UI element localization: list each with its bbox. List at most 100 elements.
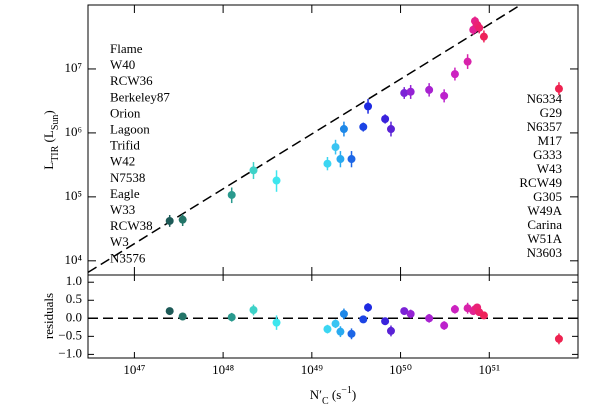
legend-entry: W51A xyxy=(527,231,562,246)
y-tick-label: 10⁶ xyxy=(64,124,82,139)
legend-entry: N3603 xyxy=(527,245,562,260)
point xyxy=(381,114,390,123)
y-label-part: Sun xyxy=(50,115,61,131)
point xyxy=(440,91,449,100)
legend-entry: W40 xyxy=(110,57,135,72)
point xyxy=(336,155,345,164)
residual-point xyxy=(227,313,236,322)
x-axis-label: N′C (s−1) xyxy=(310,385,357,407)
residual-tick-label: −1.0 xyxy=(58,345,82,360)
residual-point xyxy=(359,315,368,324)
legend-entry: G333 xyxy=(533,147,562,162)
legend-entry: Orion xyxy=(110,105,141,120)
x-label-part: −1 xyxy=(341,385,352,396)
x-tick-label: 10⁴⁹ xyxy=(301,362,324,377)
point xyxy=(463,57,472,66)
residual-point xyxy=(249,306,258,315)
point xyxy=(249,166,258,175)
x-label-part: N′ xyxy=(310,387,322,402)
residual-point xyxy=(440,321,449,330)
legend-entry: Eagle xyxy=(110,186,140,201)
legend-entry: N3576 xyxy=(110,250,146,265)
residual-point xyxy=(178,312,187,321)
residual-frame xyxy=(87,274,579,359)
point xyxy=(400,89,409,98)
point xyxy=(386,125,395,134)
point xyxy=(347,155,356,164)
residual-tick-label: 0.5 xyxy=(66,291,82,306)
legend-entry: M17 xyxy=(537,133,562,148)
y-tick-label: 10⁴ xyxy=(64,252,82,267)
x-tick-label: 10⁵⁰ xyxy=(389,362,412,377)
residual-point xyxy=(479,311,488,320)
legend-entry: Lagoon xyxy=(110,121,150,136)
residual-point xyxy=(165,307,174,316)
residual-point xyxy=(336,327,345,336)
residual-tick-label: −0.5 xyxy=(58,327,82,342)
y-label-part: TIR xyxy=(50,145,61,161)
point xyxy=(178,215,187,224)
legend-entry: W43 xyxy=(537,161,562,176)
top-frame xyxy=(87,4,579,276)
legend-entry: G29 xyxy=(540,105,562,120)
point xyxy=(359,122,368,131)
legend-entry: RCW38 xyxy=(110,218,153,233)
y-tick-label: 10⁷ xyxy=(64,60,82,75)
y-label-part: (L xyxy=(41,130,56,146)
point xyxy=(364,102,373,111)
legend-entry: W33 xyxy=(110,202,135,217)
y-tick-label: 10⁵ xyxy=(64,188,82,203)
legend-entry: N7538 xyxy=(110,170,145,185)
point xyxy=(339,125,348,134)
legend-entry: W42 xyxy=(110,154,135,169)
point xyxy=(450,70,459,79)
y-label-part: L xyxy=(41,162,56,170)
residual-point xyxy=(323,325,332,334)
point xyxy=(165,216,174,225)
residual-point xyxy=(425,314,434,323)
x-tick-label: 10⁵¹ xyxy=(479,362,501,377)
residual-tick-label: 0.0 xyxy=(66,309,82,324)
point xyxy=(425,85,434,94)
point xyxy=(331,143,340,152)
y-axis-label: LTIR (LSun) xyxy=(41,110,61,170)
legend-entry: Flame xyxy=(110,41,143,56)
fit-group xyxy=(88,5,522,273)
point xyxy=(406,87,415,96)
legend-entry: W49A xyxy=(527,203,562,218)
point xyxy=(475,23,484,32)
legend-entry: N6357 xyxy=(527,119,563,134)
residual-point xyxy=(331,319,340,328)
residual-point xyxy=(347,329,356,338)
point xyxy=(227,190,236,199)
residual-point xyxy=(386,326,395,335)
point xyxy=(323,159,332,168)
residual-point xyxy=(364,303,373,312)
residual-point xyxy=(554,334,563,343)
legend-entry: Berkeley87 xyxy=(110,89,170,104)
x-tick-label: 10⁴⁸ xyxy=(212,362,235,377)
point xyxy=(554,84,563,93)
residual-point xyxy=(272,318,281,327)
x-tick-label: 10⁴⁷ xyxy=(123,362,145,377)
residual-point xyxy=(400,307,409,316)
x-label-part: ) xyxy=(352,387,356,402)
residual-point xyxy=(406,309,415,318)
legend-entry: RCW49 xyxy=(519,175,562,190)
residual-point xyxy=(381,317,390,326)
y-label-part: ) xyxy=(41,110,56,114)
legend-entry: G305 xyxy=(533,189,562,204)
x-label-part: C xyxy=(322,396,329,407)
legend-entry: Carina xyxy=(527,217,562,232)
legend-entry: N6334 xyxy=(527,91,563,106)
fit-line xyxy=(88,5,522,273)
residual-point xyxy=(450,305,459,314)
legend-entry: Trifid xyxy=(110,138,140,153)
point xyxy=(479,32,488,41)
legend-entry: W3 xyxy=(110,234,129,249)
x-label-part: (s xyxy=(329,387,342,402)
legend-entry: RCW36 xyxy=(110,73,153,88)
point xyxy=(272,176,281,185)
residual-axis-label: residuals xyxy=(41,293,56,339)
